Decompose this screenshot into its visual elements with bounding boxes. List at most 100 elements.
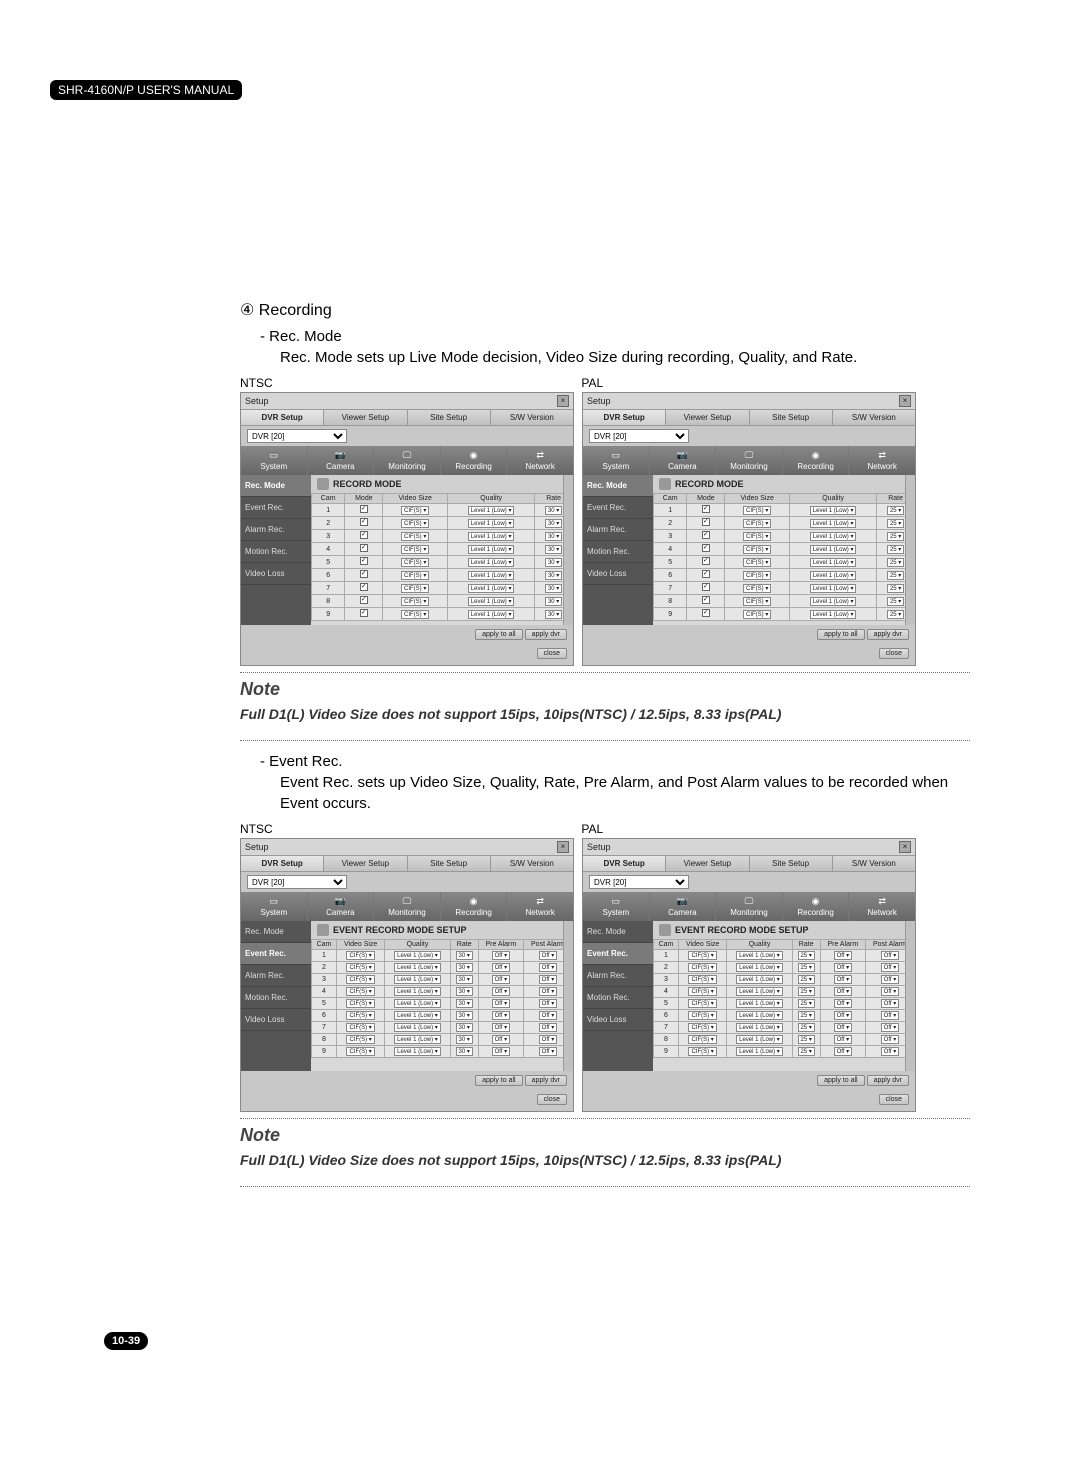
close-icon[interactable]: × (557, 395, 569, 407)
dropdown[interactable]: Level 1 (Low) ▾ (468, 545, 515, 554)
dropdown[interactable]: Off ▾ (492, 1035, 511, 1044)
side-tab[interactable]: Video Loss (241, 563, 311, 585)
dropdown[interactable]: 25 ▾ (798, 951, 815, 960)
checkbox[interactable] (702, 544, 710, 552)
dropdown[interactable]: 25 ▾ (798, 999, 815, 1008)
dropdown[interactable]: CIF(S) ▾ (346, 1035, 374, 1044)
checkbox[interactable] (702, 518, 710, 526)
top-tab[interactable]: Viewer Setup (324, 410, 407, 425)
dropdown[interactable]: Level 1 (Low) ▾ (810, 532, 857, 541)
dropdown[interactable]: Off ▾ (834, 1011, 853, 1020)
scrollbar[interactable] (563, 475, 573, 625)
dropdown[interactable]: 25 ▾ (887, 506, 904, 515)
top-tab[interactable]: Viewer Setup (324, 856, 407, 871)
inner-tab[interactable]: ◉Recording (441, 446, 508, 475)
dropdown[interactable]: 30 ▾ (545, 519, 562, 528)
side-tab[interactable]: Rec. Mode (583, 475, 653, 497)
dropdown[interactable]: Level 1 (Low) ▾ (394, 1023, 441, 1032)
dropdown[interactable]: CIF(S) ▾ (688, 975, 716, 984)
dropdown[interactable]: CIF(S) ▾ (346, 951, 374, 960)
dropdown[interactable]: 30 ▾ (456, 1011, 473, 1020)
dropdown[interactable]: Off ▾ (539, 975, 558, 984)
dropdown[interactable]: Off ▾ (834, 963, 853, 972)
dropdown[interactable]: CIF(S) ▾ (743, 571, 771, 580)
top-tab[interactable]: Site Setup (408, 410, 491, 425)
dropdown[interactable]: 25 ▾ (798, 1035, 815, 1044)
dropdown[interactable]: 25 ▾ (887, 532, 904, 541)
dropdown[interactable]: Level 1 (Low) ▾ (736, 951, 783, 960)
dropdown[interactable]: 25 ▾ (887, 584, 904, 593)
top-tab[interactable]: S/W Version (491, 856, 573, 871)
side-tab[interactable]: Event Rec. (241, 943, 311, 965)
checkbox[interactable] (702, 557, 710, 565)
dropdown[interactable]: Level 1 (Low) ▾ (810, 597, 857, 606)
dropdown[interactable]: 30 ▾ (456, 999, 473, 1008)
dropdown[interactable]: Off ▾ (881, 1023, 900, 1032)
dropdown[interactable]: 30 ▾ (545, 610, 562, 619)
dropdown[interactable]: CIF(S) ▾ (743, 545, 771, 554)
dropdown[interactable]: Level 1 (Low) ▾ (736, 987, 783, 996)
inner-tab[interactable]: ▭System (583, 446, 650, 475)
inner-tab[interactable]: 📷Camera (650, 892, 717, 921)
dropdown[interactable]: CIF(S) ▾ (688, 999, 716, 1008)
checkbox[interactable] (360, 570, 368, 578)
dropdown[interactable]: Level 1 (Low) ▾ (394, 987, 441, 996)
dropdown[interactable]: Off ▾ (539, 987, 558, 996)
dropdown[interactable]: Level 1 (Low) ▾ (736, 1023, 783, 1032)
dropdown[interactable]: 25 ▾ (798, 975, 815, 984)
dropdown[interactable]: Level 1 (Low) ▾ (394, 999, 441, 1008)
dropdown[interactable]: Off ▾ (492, 1011, 511, 1020)
dropdown[interactable]: 30 ▾ (545, 532, 562, 541)
dropdown[interactable]: Level 1 (Low) ▾ (736, 1047, 783, 1056)
top-tab[interactable]: DVR Setup (583, 856, 666, 871)
dropdown[interactable]: Off ▾ (492, 1023, 511, 1032)
checkbox[interactable] (360, 505, 368, 513)
inner-tab[interactable]: 🖵Monitoring (374, 892, 441, 921)
dropdown[interactable]: Off ▾ (539, 1035, 558, 1044)
dropdown[interactable]: 25 ▾ (798, 1023, 815, 1032)
side-tab[interactable]: Alarm Rec. (241, 519, 311, 541)
inner-tab[interactable]: ▭System (583, 892, 650, 921)
apply-button[interactable]: apply dvr (867, 1075, 909, 1086)
dropdown[interactable]: 25 ▾ (887, 610, 904, 619)
dropdown[interactable]: Off ▾ (834, 1035, 853, 1044)
apply-button[interactable]: apply dvr (525, 629, 567, 640)
inner-tab[interactable]: 🖵Monitoring (716, 446, 783, 475)
dropdown[interactable]: Level 1 (Low) ▾ (736, 975, 783, 984)
close-button[interactable]: close (537, 1094, 567, 1105)
checkbox[interactable] (360, 609, 368, 617)
side-tab[interactable]: Event Rec. (241, 497, 311, 519)
inner-tab[interactable]: ◉Recording (783, 446, 850, 475)
dropdown[interactable]: CIF(S) ▾ (401, 584, 429, 593)
dropdown[interactable]: Off ▾ (834, 1047, 853, 1056)
dropdown[interactable]: 30 ▾ (456, 1035, 473, 1044)
apply-button[interactable]: apply to all (475, 1075, 522, 1086)
dropdown[interactable]: CIF(S) ▾ (688, 951, 716, 960)
close-icon[interactable]: × (557, 841, 569, 853)
side-tab[interactable]: Alarm Rec. (583, 519, 653, 541)
dropdown[interactable]: Level 1 (Low) ▾ (736, 999, 783, 1008)
checkbox[interactable] (702, 570, 710, 578)
side-tab[interactable]: Video Loss (583, 563, 653, 585)
dropdown[interactable]: Off ▾ (834, 999, 853, 1008)
dropdown[interactable]: 25 ▾ (887, 571, 904, 580)
dropdown[interactable]: CIF(S) ▾ (346, 999, 374, 1008)
dropdown[interactable]: CIF(S) ▾ (743, 558, 771, 567)
dropdown[interactable]: Level 1 (Low) ▾ (394, 963, 441, 972)
close-button[interactable]: close (537, 648, 567, 659)
dropdown[interactable]: Level 1 (Low) ▾ (468, 610, 515, 619)
dropdown[interactable]: 30 ▾ (456, 951, 473, 960)
dvr-select[interactable]: DVR [20] (247, 875, 347, 889)
scrollbar[interactable] (905, 921, 915, 1071)
dropdown[interactable]: 25 ▾ (798, 987, 815, 996)
dropdown[interactable]: Off ▾ (881, 951, 900, 960)
dropdown[interactable]: Level 1 (Low) ▾ (736, 1035, 783, 1044)
side-tab[interactable]: Alarm Rec. (241, 965, 311, 987)
dropdown[interactable]: 30 ▾ (545, 545, 562, 554)
dropdown[interactable]: Level 1 (Low) ▾ (468, 571, 515, 580)
dropdown[interactable]: Off ▾ (881, 963, 900, 972)
apply-button[interactable]: apply to all (475, 629, 522, 640)
top-tab[interactable]: Viewer Setup (666, 410, 749, 425)
dropdown[interactable]: 30 ▾ (456, 975, 473, 984)
checkbox[interactable] (360, 544, 368, 552)
